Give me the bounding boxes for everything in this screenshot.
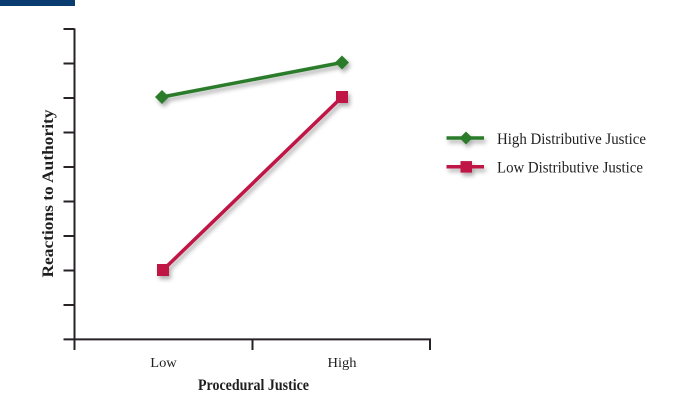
svg-text:Low Distributive Justice: Low Distributive Justice <box>497 160 643 177</box>
svg-text:High Distributive Justice: High Distributive Justice <box>497 131 646 148</box>
svg-text:High: High <box>328 356 357 371</box>
svg-text:Procedural Justice: Procedural Justice <box>198 377 309 394</box>
svg-text:Low: Low <box>150 356 177 371</box>
svg-text:Reactions to Authority: Reactions to Authority <box>40 109 57 277</box>
